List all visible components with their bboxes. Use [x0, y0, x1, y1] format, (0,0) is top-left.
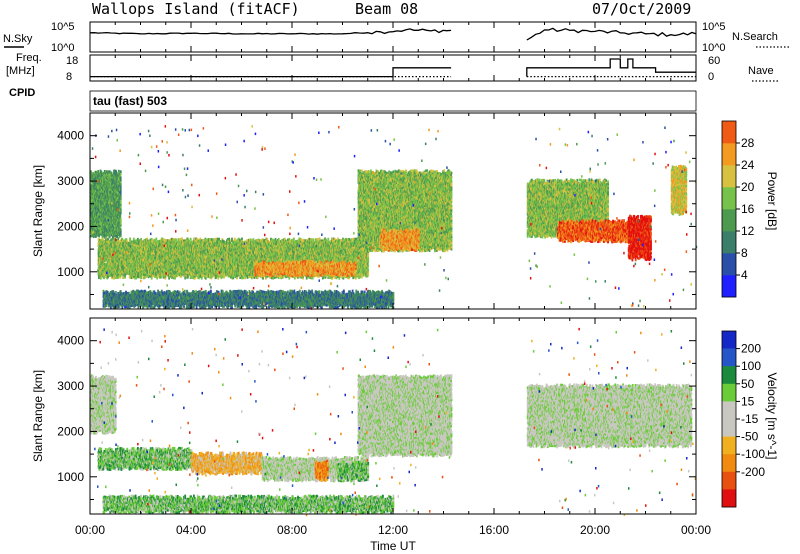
station-title: Wallops Island (fitACF)	[92, 0, 300, 18]
cpid-value: tau (fast) 503	[93, 94, 167, 108]
date-title: 07/Oct/2009	[592, 0, 691, 18]
scatter-cell	[120, 218, 122, 221]
scatter-cell	[120, 228, 122, 231]
nave-label: Nave	[748, 65, 774, 77]
nsky-line	[90, 28, 696, 40]
cpid-label: CPID	[9, 87, 35, 99]
nave-tick-bottom: 0	[708, 71, 714, 83]
scatter-cell	[120, 177, 122, 180]
scatter-cell	[115, 171, 117, 174]
freq-line	[90, 59, 696, 77]
scatter-cell	[100, 277, 102, 280]
freq-tick-bottom: 8	[66, 71, 72, 83]
nsky-label: N.Sky	[3, 33, 33, 45]
nsearch-label: N.Search	[732, 31, 778, 43]
freq-series	[90, 59, 696, 77]
freq-tick-top: 18	[66, 55, 78, 67]
power-scatter	[90, 125, 697, 310]
nsky-tick-bottom: 10^0	[51, 42, 75, 54]
cpid-panel	[90, 91, 696, 111]
beam-title: Beam 08	[355, 0, 418, 18]
nsky-tick-top: 10^5	[51, 21, 75, 33]
freq-label: Freq.	[16, 52, 42, 64]
scatter-cell	[120, 170, 122, 173]
scatter-cell	[97, 170, 99, 173]
nave-tick-top: 60	[708, 55, 720, 67]
nsearch-tick-bottom: 10^0	[702, 42, 726, 54]
nsearch-tick-top: 10^5	[702, 21, 726, 33]
nsky-series	[90, 28, 696, 40]
freq-unit-label: [MHz]	[6, 65, 35, 77]
